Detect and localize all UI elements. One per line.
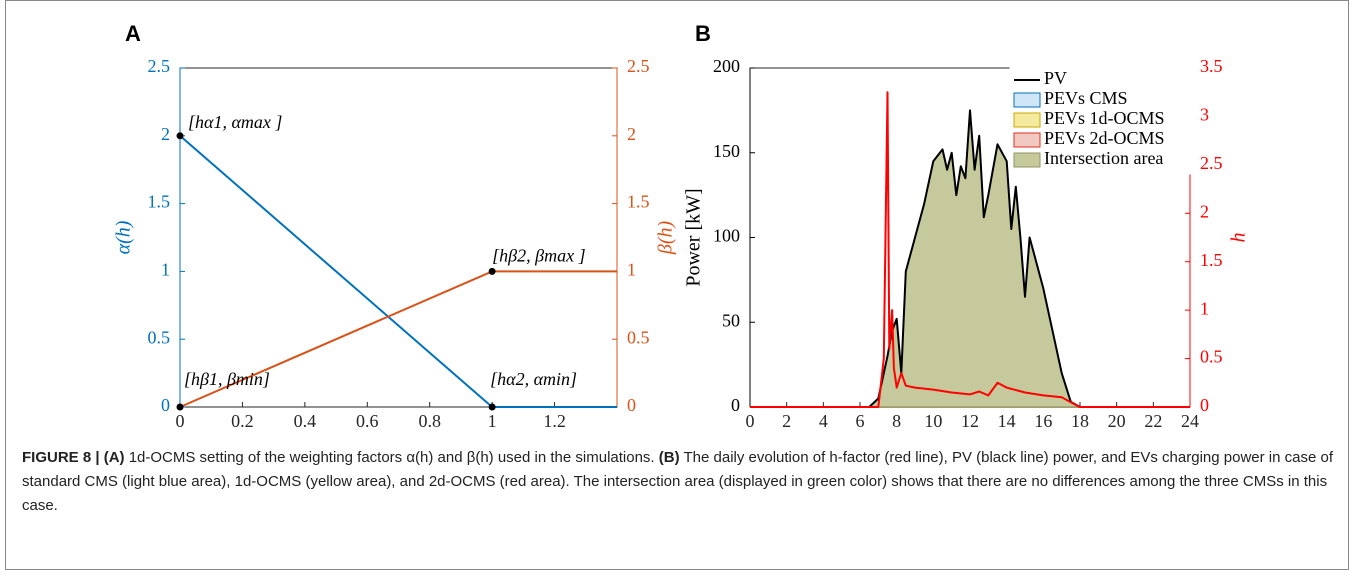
y-axis-label: α(h) (113, 220, 135, 254)
legend-label: PEVs CMS (1044, 88, 1128, 108)
legend-swatch (1013, 132, 1041, 148)
y2-tick-label: 2 (1200, 201, 1209, 221)
x-tick-label: 6 (856, 411, 865, 431)
y-tick-label: 50 (722, 310, 740, 330)
y-tick-label: 100 (713, 226, 740, 246)
line (179, 135, 617, 408)
x-tick-label: 20 (1108, 411, 1126, 431)
annotation-point (176, 403, 184, 411)
annotation: [hβ2, βmax ] (492, 246, 585, 266)
annotation-point (488, 267, 496, 275)
x-tick-label: 2 (782, 411, 791, 431)
legend-swatch (1013, 92, 1041, 108)
y2-tick-label: 2.5 (627, 56, 650, 76)
y2-axis-label: h (1228, 233, 1250, 243)
legend-label: PEVs 2d-OCMS (1044, 128, 1165, 148)
charts: A0 0.2 0.4 0.6 0.8 1 1.200.511.522.500.511.522… (113, 21, 1250, 431)
y2-tick-label: 2.5 (1200, 153, 1223, 173)
figure-frame (5, 0, 1349, 570)
x-tick-label: 10 (924, 411, 942, 431)
x-tick-label: 22 (1144, 411, 1162, 431)
y2-tick-label: 1.5 (627, 192, 650, 212)
x-tick-label: 0.6 (356, 411, 379, 431)
y-tick-label: 0.5 (148, 327, 171, 347)
x-tick-label: 1.2 (543, 411, 566, 431)
y2-tick-label: 0 (1200, 395, 1209, 415)
x-tick-label: 8 (892, 411, 901, 431)
x-tick-label: 0.4 (294, 411, 317, 431)
legend-swatch (1013, 112, 1041, 128)
caption-segment: (B) (658, 449, 680, 466)
x-tick-label: 24 (1181, 411, 1199, 431)
caption-segment: FIGURE 8 | (A) (22, 449, 125, 466)
y2-tick-label: 0.5 (627, 327, 650, 347)
caption: FIGURE 8 | (A) 1d-OCMS setting of the we… (22, 446, 1340, 518)
y2-tick-label: 3 (1200, 105, 1209, 125)
x-tick-label: 12 (961, 411, 979, 431)
x-tick-label: 14 (998, 411, 1016, 431)
y-tick-label: 2 (161, 124, 170, 144)
annotation-point (176, 132, 184, 140)
y-tick-label: 200 (713, 56, 740, 76)
y-tick-label: 150 (713, 141, 740, 161)
x-tick-label: 4 (819, 411, 828, 431)
y2-tick-label: 0.5 (1200, 347, 1223, 367)
panel-label: A (125, 21, 141, 46)
y-tick-label: 1.5 (148, 192, 171, 212)
x-tick-label: 1 (488, 411, 497, 431)
x-tick-label: 16 (1034, 411, 1052, 431)
y2-axis-label: β(h) (655, 221, 677, 256)
annotation: [hα1, αmax ] (188, 112, 282, 132)
y2-tick-label: 1.5 (1200, 250, 1223, 270)
y-tick-label: 1 (161, 260, 170, 280)
caption-segment: The daily evolution of h-factor (red lin… (22, 449, 1333, 514)
x-tick-label: 18 (1071, 411, 1089, 431)
x-tick-label: 0.8 (418, 411, 441, 431)
line (750, 91, 1190, 408)
y2-tick-label: 1 (1200, 298, 1209, 318)
legend-label: PEVs 1d-OCMS (1044, 108, 1165, 128)
y-tick-label: 0 (161, 395, 170, 415)
caption-segment: 1d-OCMS setting of the weighting factors… (124, 449, 659, 466)
annotation-point (488, 403, 496, 411)
y-tick-label: 2.5 (148, 56, 171, 76)
y2-tick-label: 1 (627, 260, 636, 280)
legend-swatch (1013, 152, 1041, 168)
annotation: [hα2, αmin] (490, 369, 577, 389)
annotation: [hβ1, βmin] (184, 369, 270, 389)
y2-tick-label: 2 (627, 124, 636, 144)
y-tick-label: 0 (731, 395, 740, 415)
x-tick-label: 0 (176, 411, 185, 431)
legend-label: PV (1044, 68, 1067, 88)
line (750, 109, 1190, 408)
y2-tick-label: 3.5 (1200, 56, 1223, 76)
y-axis-label: Power [kW] (683, 188, 705, 286)
x-tick-label: 0.2 (231, 411, 254, 431)
y2-tick-label: 0 (627, 395, 636, 415)
legend-label: Intersection area (1044, 148, 1163, 168)
panel-label: B (695, 21, 711, 46)
x-tick-label: 0 (746, 411, 755, 431)
